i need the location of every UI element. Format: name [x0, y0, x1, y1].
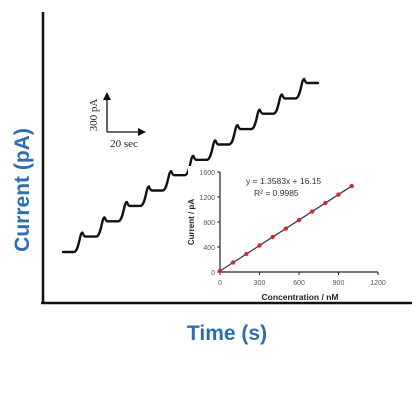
inset-x-tick-label: 300	[254, 280, 266, 287]
inset-y-tick-label: 1600	[199, 170, 215, 177]
inset-y-axis-title: Current / pA	[187, 199, 196, 245]
main-y-axis-title: Current (pA)	[11, 128, 34, 252]
inset-r2: R² = 0.9985	[254, 188, 299, 198]
inset-data-point	[257, 243, 262, 248]
inset-x-axis-title: Concentration / nM	[262, 292, 339, 302]
inset-x-tick-label: 0	[218, 280, 222, 287]
inset-y-tick-label: 1200	[199, 195, 215, 202]
scale-bar: 300 pA 20 sec	[88, 92, 146, 150]
scale-bar-y-label: 300 pA	[88, 99, 100, 132]
inset-background	[188, 166, 392, 300]
inset-x-tick-label: 600	[293, 280, 305, 287]
inset-data-point	[336, 192, 341, 197]
inset-equation: y = 1.3583x + 16.15	[246, 176, 321, 186]
scale-bar-vertical-arrow-icon	[103, 92, 111, 100]
inset-data-point	[270, 234, 275, 240]
inset-data-point	[283, 226, 289, 231]
inset-data-point	[349, 183, 354, 189]
inset-y-tick-label: 400	[203, 245, 215, 252]
inset-y-tick-label: 0	[211, 270, 215, 277]
inset-y-tick-label: 800	[203, 220, 215, 227]
inset-data-point	[230, 260, 236, 265]
scale-bar-horizontal-arrow-icon	[138, 128, 146, 136]
inset-x-tick-label: 900	[333, 280, 345, 287]
current-step-trace	[61, 77, 320, 254]
main-x-axis-title: Time (s)	[187, 322, 267, 345]
inset-data-point	[217, 268, 223, 274]
inset-data-point	[323, 200, 328, 206]
inset-data-point	[296, 217, 302, 223]
inset-data-point	[244, 251, 249, 257]
scale-bar-x-label: 20 sec	[110, 138, 138, 150]
inset-data-point	[309, 209, 315, 214]
inset-x-tick-label: 1200	[370, 280, 386, 287]
calibration-inset: 0 400 800 1200 1600 0 300 600 900 1200 y = 1.358…	[187, 166, 392, 302]
